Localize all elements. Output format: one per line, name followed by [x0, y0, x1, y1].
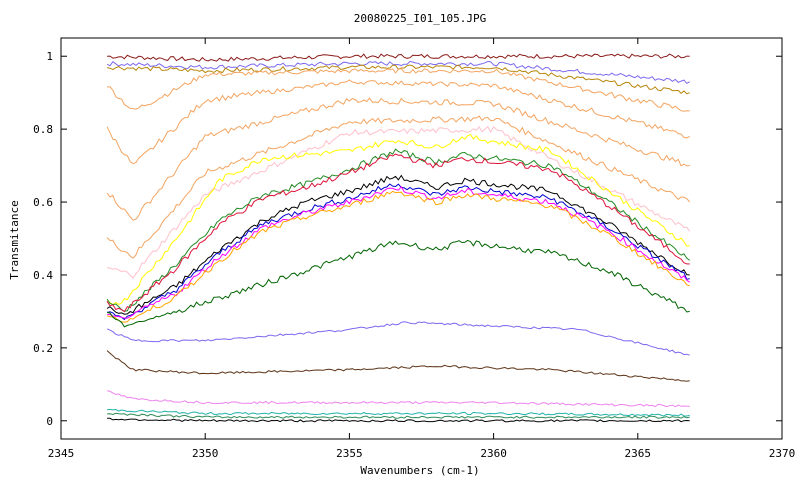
x-tick-label: 2350	[192, 447, 219, 460]
series-layer	[106, 53, 691, 423]
series-line	[106, 148, 691, 312]
chart-title: 20080225_I01_105.JPG	[354, 12, 486, 25]
series-line	[107, 68, 690, 112]
x-axis-title: Wavenumbers (cm-1)	[360, 464, 479, 477]
axis-layer: 2345 2350 2355 2360 2365 2370 0 0.2 0.4 0.6 0.8 1	[33, 38, 795, 460]
x-tick-label: 2370	[769, 447, 796, 460]
series-line	[106, 390, 690, 408]
series-line	[107, 185, 690, 319]
series-line	[106, 133, 690, 306]
series-line	[106, 115, 691, 259]
series-line	[106, 350, 690, 382]
series-line	[106, 153, 690, 313]
series-line	[106, 174, 690, 315]
series-line	[106, 239, 690, 328]
series-line	[106, 183, 690, 321]
y-tick-label: 0	[46, 415, 53, 428]
series-line	[106, 97, 690, 221]
y-tick-label: 0.2	[33, 342, 53, 355]
series-line	[107, 53, 690, 62]
y-axis-title: Transmitance	[8, 200, 21, 279]
series-line	[106, 190, 690, 323]
series-line	[106, 79, 690, 165]
x-tick-label: 2345	[48, 447, 75, 460]
series-line	[107, 412, 690, 419]
x-tick-label: 2360	[480, 447, 507, 460]
x-tick-label: 2365	[625, 447, 652, 460]
y-tick-label: 0.8	[33, 123, 53, 136]
y-tick-label: 0.4	[33, 269, 53, 282]
series-line	[107, 408, 690, 417]
y-tick-label: 1	[46, 50, 53, 63]
series-line	[106, 321, 690, 356]
x-tick-label: 2355	[336, 447, 363, 460]
series-line	[106, 60, 690, 85]
y-tick-label: 0.6	[33, 196, 53, 209]
plot-area	[60, 37, 783, 440]
series-line	[107, 417, 690, 423]
series-line	[106, 125, 691, 279]
